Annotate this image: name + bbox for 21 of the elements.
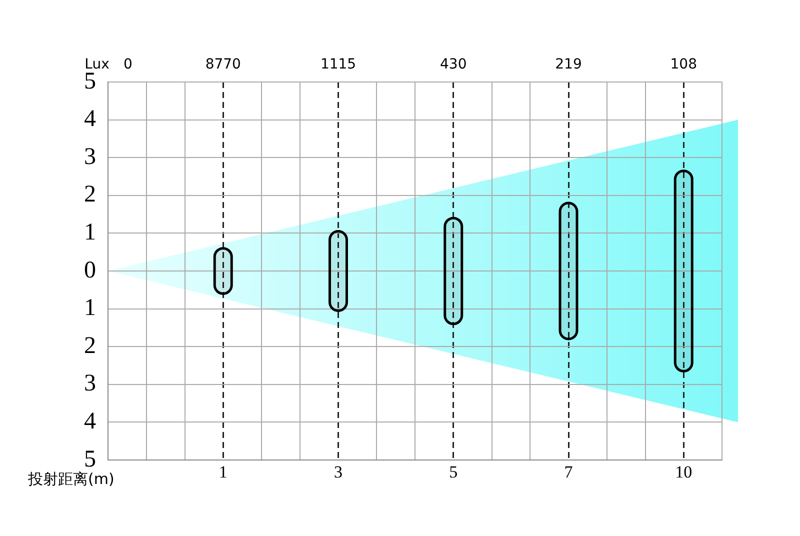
y-tick-label: 4 xyxy=(84,408,96,434)
x-tick-label: 7 xyxy=(564,462,574,482)
y-tick-label: 1 xyxy=(84,219,96,246)
x-tick-label: 3 xyxy=(334,462,342,482)
x-axis-title: 投射距离(m) xyxy=(28,470,114,489)
y-tick-label: 1 xyxy=(84,295,96,322)
y-tick-label: 0 xyxy=(84,257,96,284)
y-tick-label: 3 xyxy=(84,144,96,170)
text: 108 xyxy=(670,56,697,73)
y-tick-label: 3 xyxy=(84,370,96,397)
y-tick-label: 2 xyxy=(84,332,96,359)
x-tick-label: 5 xyxy=(449,462,458,482)
x-tick-label: 10 xyxy=(675,462,692,482)
y-tick-label: 2 xyxy=(84,182,96,208)
text: 430 xyxy=(440,56,467,73)
y-tick-label: 4 xyxy=(84,106,96,132)
text: 0 xyxy=(124,56,132,73)
text: 219 xyxy=(555,56,582,73)
text: 1115 xyxy=(320,56,356,73)
x-tick-label: 1 xyxy=(218,462,228,482)
text: 8770 xyxy=(205,56,241,73)
